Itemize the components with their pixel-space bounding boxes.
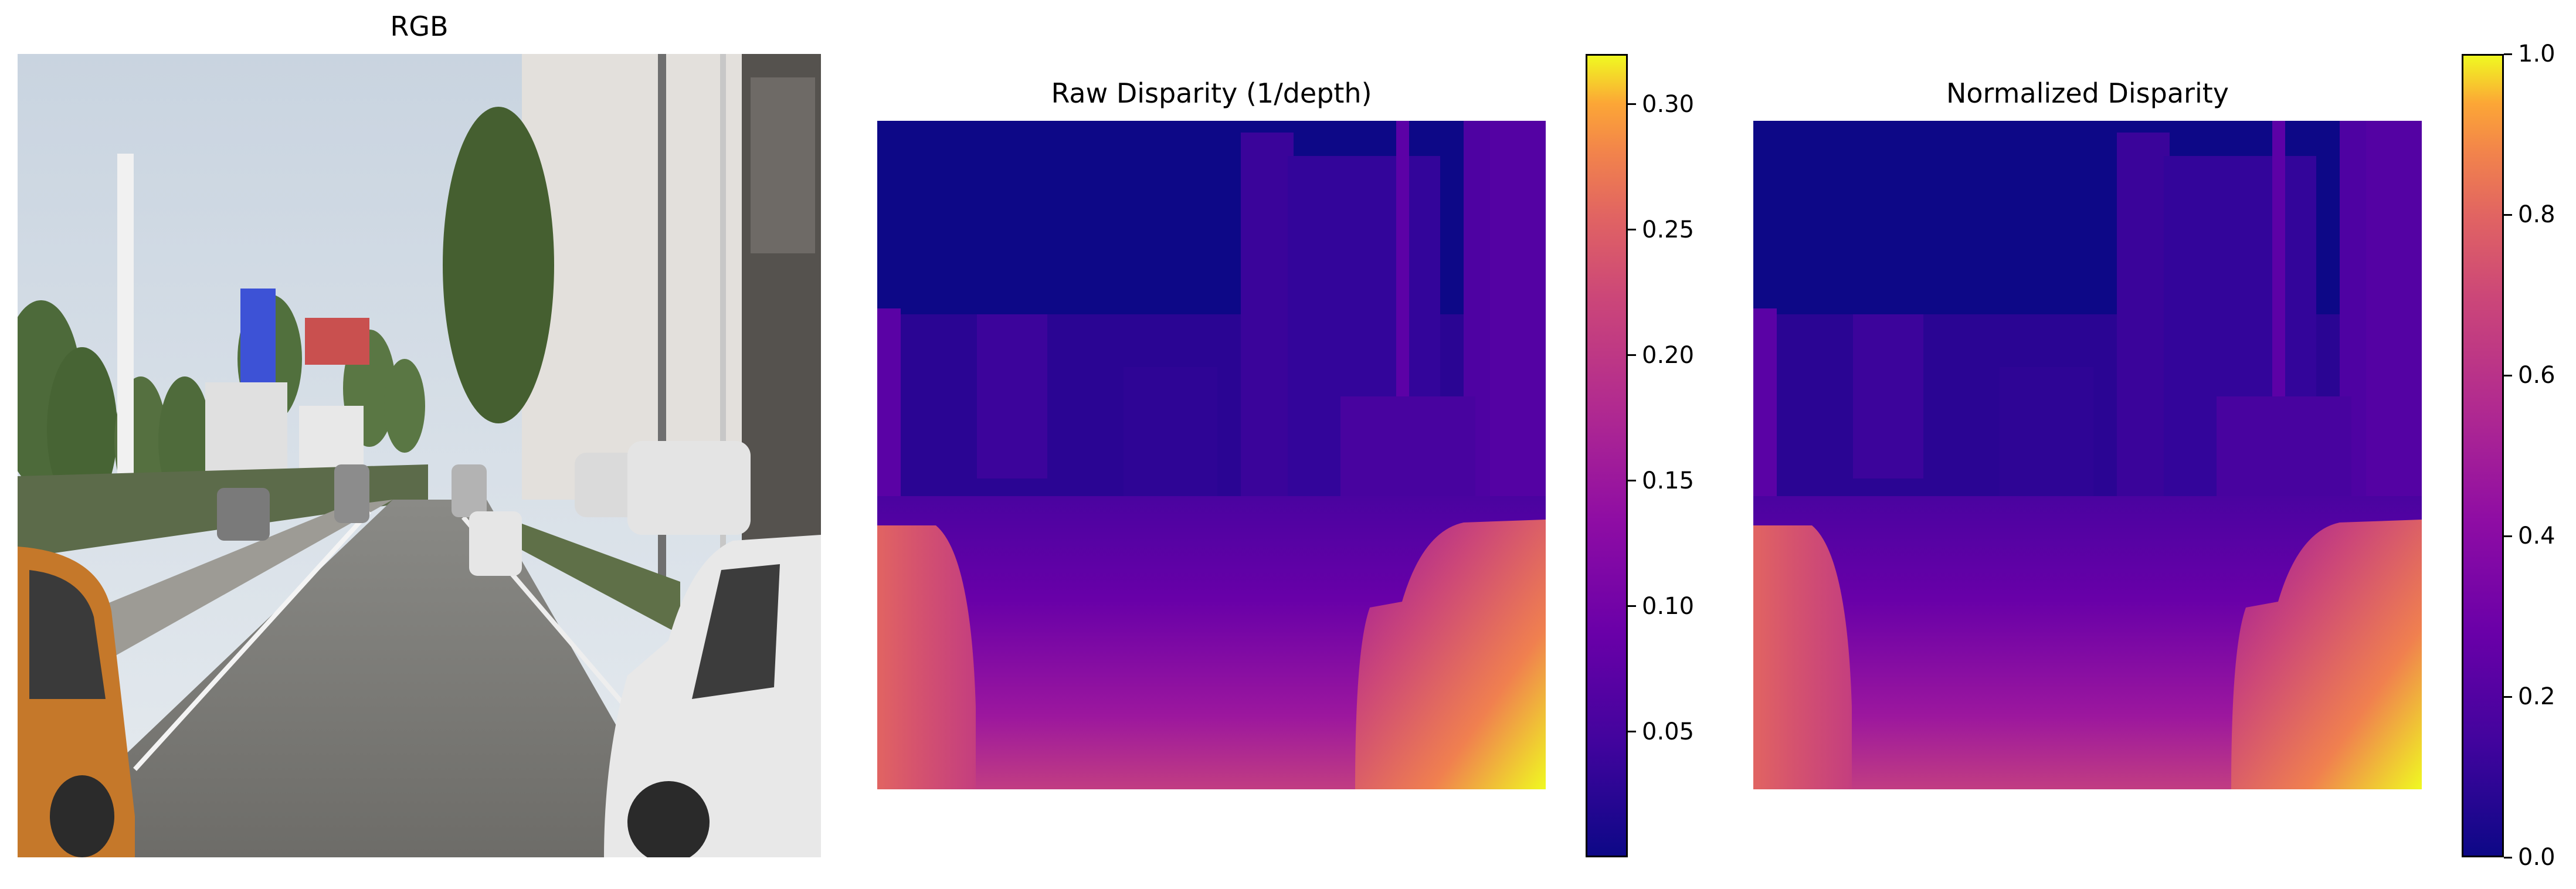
normalized-colorbar-tick — [2504, 213, 2512, 216]
normalized-disparity-title: Normalized Disparity — [1946, 77, 2229, 109]
raw-colorbar-tick — [1628, 229, 1636, 231]
raw-colorbar-tick — [1628, 605, 1636, 608]
raw-colorbar-tick — [1628, 731, 1636, 733]
raw-disparity-heatmap — [877, 121, 1546, 789]
normalized-disparity-colorbar — [2462, 54, 2504, 857]
rgb-image — [18, 54, 821, 857]
normalized-disparity-heatmap — [1753, 121, 2422, 789]
raw-colorbar-tick-label: 0.30 — [1642, 90, 1695, 118]
normalized-colorbar-tick — [2504, 53, 2512, 55]
normalized-colorbar-tick-label: 0.8 — [2518, 201, 2555, 228]
normalized-colorbar-tick-label: 0.4 — [2518, 522, 2555, 549]
rgb-panel-title: RGB — [390, 11, 449, 42]
normalized-colorbar-tick — [2504, 695, 2512, 698]
raw-colorbar-tick — [1628, 480, 1636, 482]
normalized-colorbar-tick — [2504, 535, 2512, 537]
normalized-colorbar-tick-label: 1.0 — [2518, 40, 2555, 67]
raw-colorbar-tick — [1628, 103, 1636, 106]
normalized-colorbar-tick-label: 0.0 — [2518, 844, 2555, 871]
raw-colorbar-tick-label: 0.10 — [1642, 592, 1695, 620]
raw-colorbar-tick-label: 0.20 — [1642, 341, 1695, 369]
raw-disparity-title: Raw Disparity (1/depth) — [1051, 77, 1372, 109]
raw-colorbar-tick-label: 0.05 — [1642, 718, 1695, 745]
normalized-colorbar-tick-label: 0.2 — [2518, 683, 2555, 710]
raw-colorbar-tick-label: 0.15 — [1642, 467, 1695, 494]
normalized-colorbar-tick-label: 0.6 — [2518, 362, 2555, 389]
raw-colorbar-tick — [1628, 354, 1636, 357]
normalized-colorbar-tick — [2504, 374, 2512, 376]
raw-disparity-colorbar — [1586, 54, 1628, 857]
raw-colorbar-tick-label: 0.25 — [1642, 216, 1695, 243]
normalized-colorbar-tick — [2504, 856, 2512, 859]
